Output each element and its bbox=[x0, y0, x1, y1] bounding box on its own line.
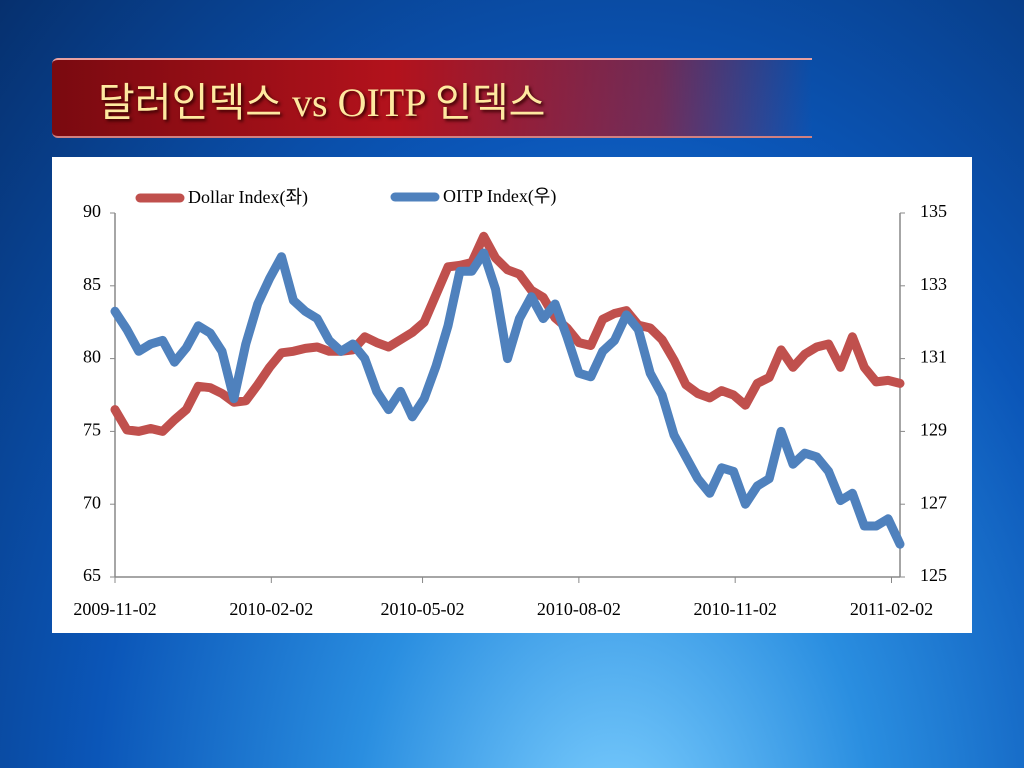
y-tick-label: 80 bbox=[83, 347, 101, 367]
chart-panel: 65 70 75 80 85 90 125 127 129 131 133 135 2009-11-02… bbox=[52, 157, 972, 633]
series-line bbox=[110, 248, 905, 549]
slide-title: 달러인덱스 vs OITP 인덱스 bbox=[98, 80, 546, 125]
x-tick-label: 2010-08-02 bbox=[537, 599, 621, 619]
series-line bbox=[110, 231, 905, 436]
chart: 65 70 75 80 85 90 125 127 129 131 133 135 2009-11-02… bbox=[73, 186, 947, 619]
legend-label: Dollar Index(좌) bbox=[188, 187, 308, 208]
x-tick-label: 2010-05-02 bbox=[381, 599, 465, 619]
y2-tick-label: 133 bbox=[920, 274, 947, 294]
x-tick-label: 2010-02-02 bbox=[229, 599, 313, 619]
y-tick-label: 90 bbox=[83, 201, 101, 221]
y-tick-label: 85 bbox=[83, 274, 101, 294]
y-tick-label: 70 bbox=[83, 492, 101, 512]
x-tick-label: 2009-11-02 bbox=[73, 599, 156, 619]
x-tick-label: 2011-02-02 bbox=[850, 599, 933, 619]
x-tick-label: 2010-11-02 bbox=[694, 599, 777, 619]
y2-tick-label: 127 bbox=[920, 492, 947, 512]
y2-tick-label: 135 bbox=[920, 201, 947, 221]
title-banner bbox=[52, 58, 812, 138]
y2-tick-label: 129 bbox=[920, 420, 947, 440]
y-tick-label: 65 bbox=[83, 565, 101, 585]
legend-label: OITP Index(우) bbox=[443, 186, 556, 207]
y-tick-label: 75 bbox=[83, 420, 101, 440]
y2-tick-label: 125 bbox=[920, 565, 947, 585]
y2-tick-label: 131 bbox=[920, 347, 947, 367]
